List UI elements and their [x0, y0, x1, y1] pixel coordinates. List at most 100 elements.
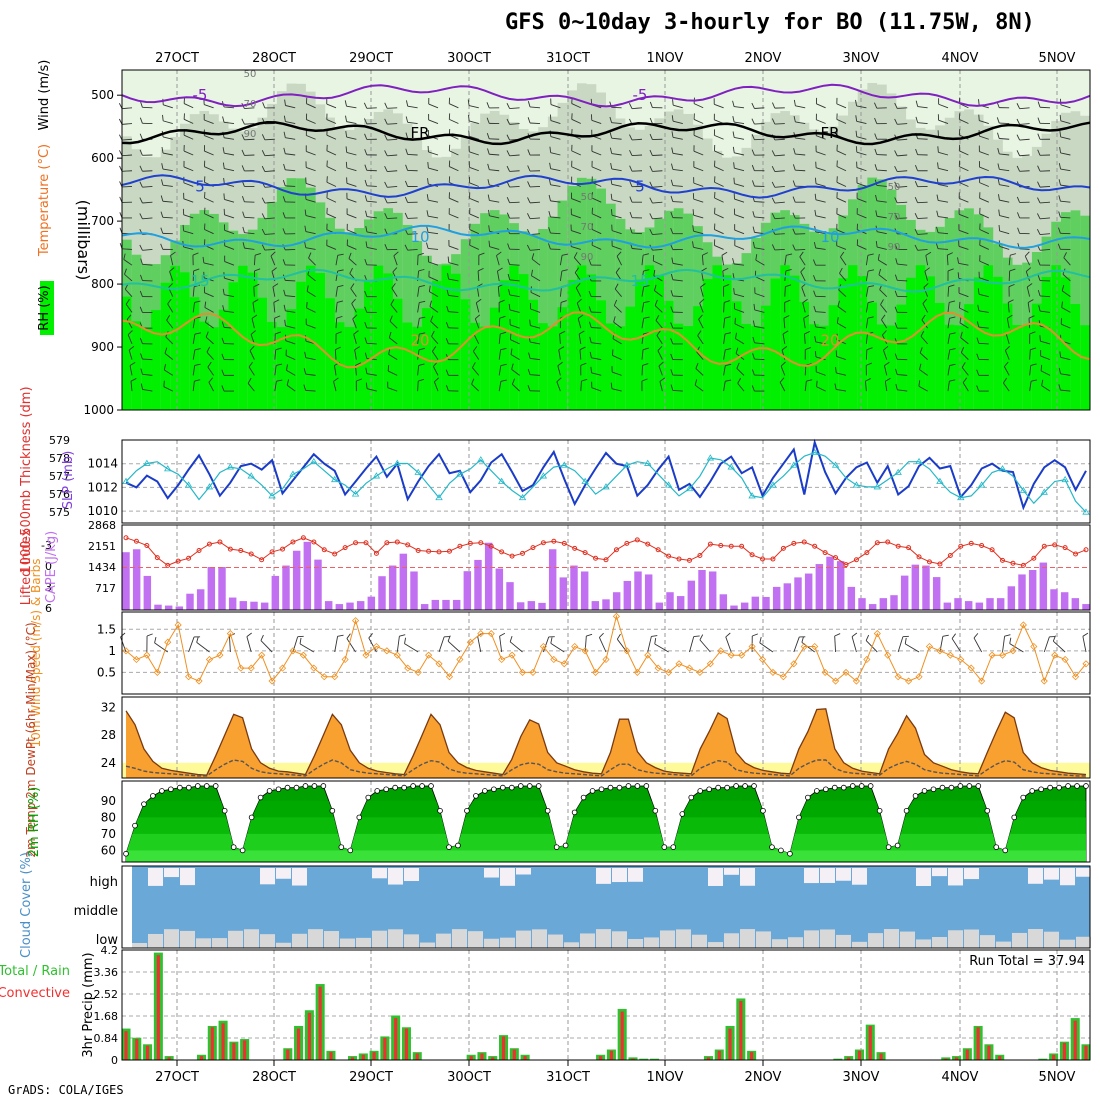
cape-bar	[741, 603, 748, 610]
rh-shade-bright	[771, 279, 781, 410]
rh2m-marker	[482, 789, 487, 794]
cape-bar	[368, 597, 375, 610]
precip-convective-bar	[599, 1056, 602, 1060]
rh2m-marker	[168, 787, 173, 792]
rh-contour-label: 50	[581, 192, 594, 203]
rh2m-marker	[743, 784, 748, 789]
cloud-high-gap	[164, 868, 179, 877]
cape-bar	[282, 566, 289, 610]
temp-contour-label: -5	[633, 86, 648, 104]
rh2m-marker	[725, 785, 730, 790]
upper-air-wind-barb	[367, 343, 377, 344]
cape-bar	[698, 570, 705, 610]
cape-ytick: 2151	[88, 540, 116, 553]
upper-air-wind-barb	[754, 359, 764, 360]
precip-convective-bar	[621, 1012, 624, 1060]
top-date-label: 27OCT	[155, 51, 199, 66]
rh2m-marker	[411, 784, 416, 789]
wind10m-barb-flag	[852, 633, 857, 637]
cloud-high-gap	[260, 868, 275, 884]
rh-shade-light	[780, 70, 790, 111]
precip-ylabel: 3hr Precip (mm)	[81, 952, 96, 1057]
rh-shade-light	[393, 70, 403, 113]
wind10m-barb	[648, 636, 652, 652]
wind10m-barb-flag	[905, 638, 906, 644]
rh-shade-light	[1032, 70, 1042, 147]
rh2m-marker	[536, 784, 541, 789]
cape-bar	[250, 602, 257, 610]
chart-title: GFS 0~10day 3-hourly for BO (11.75W, 8N)	[505, 10, 1035, 35]
wind10m-barb	[261, 641, 272, 652]
cloud-low-fill	[324, 931, 339, 948]
cape-bar	[794, 577, 801, 610]
cloud-low-fill	[372, 931, 387, 948]
rh2m-marker	[868, 784, 873, 789]
wind10m-barb	[689, 637, 693, 652]
precip-convective-bar	[308, 1013, 311, 1060]
upper-air-wind-barb-flag	[815, 351, 816, 357]
upper-air-wind-barb	[1040, 107, 1050, 108]
wind10m-barb-flag	[1083, 633, 1088, 636]
rh-shade-light	[209, 70, 219, 114]
rh2m-marker	[922, 789, 927, 794]
rh2m-ylabel: 2m RH (%)	[27, 787, 42, 858]
rh-shade-light	[722, 70, 732, 158]
precip-convective-bar	[524, 1056, 527, 1060]
rh2m-marker	[940, 785, 945, 790]
rh-shade-light	[558, 70, 568, 103]
rh-shade-bright	[480, 327, 490, 410]
upper-air-wind-barb-flag	[673, 99, 674, 105]
cape-bar	[965, 601, 972, 610]
rh-contour-label: 70	[888, 212, 901, 223]
cape-bar	[464, 571, 471, 610]
upper-air-wind-barb	[632, 155, 642, 156]
rh-shade-light	[742, 70, 752, 148]
rh-shade-light	[858, 70, 868, 89]
rh2m-marker	[814, 789, 819, 794]
cape-bar	[496, 569, 503, 610]
cape-bar	[442, 600, 449, 610]
rh-shade-bright	[151, 310, 161, 410]
rh-shade-bright	[529, 300, 539, 410]
rh-shade-light	[403, 70, 413, 124]
upper-air-wind-barb	[775, 124, 785, 125]
wind10m-barb	[229, 636, 230, 652]
cloud-high-gap	[292, 868, 307, 886]
rh-shade-bright	[906, 278, 916, 410]
rh2m-marker	[599, 787, 604, 792]
cape-bar	[1050, 589, 1057, 610]
upper-air-wind-barb-flag	[734, 178, 735, 184]
rh-shade-light	[548, 70, 558, 117]
wind10m-barb-flag	[617, 634, 620, 639]
cape-bar	[133, 549, 140, 610]
rh2m-marker	[823, 787, 828, 792]
wind10m-barb-flag	[700, 635, 703, 640]
rh2m-marker	[447, 845, 452, 850]
wind10m-barb	[397, 636, 399, 652]
temp-contour-label: 10	[410, 228, 429, 246]
rh-shade-bright	[712, 265, 722, 410]
rh-shade-bright	[984, 265, 994, 410]
rh2m-marker	[895, 843, 900, 848]
rh-side-label: RH (%)	[37, 285, 52, 330]
rh2m-marker	[752, 784, 757, 789]
precip-convective-bar	[319, 987, 322, 1060]
rh-shade-bright	[374, 266, 384, 410]
rh2m-marker	[456, 843, 461, 848]
wind10m-ytick: 1.5	[97, 622, 116, 636]
cape-bar	[240, 601, 247, 610]
cloud-high-gap	[1076, 868, 1091, 877]
cape-ytick: 717	[95, 582, 116, 595]
rh-shade-bright	[345, 327, 355, 410]
upper-air-wind-barb-flag	[224, 193, 225, 199]
wind10m-ytick: 0.5	[97, 665, 116, 679]
wind10m-barb-flag	[586, 634, 592, 636]
wind10m-barb-flag	[835, 634, 840, 636]
rh-shade-bright	[548, 326, 558, 410]
rh2m-marker	[796, 815, 801, 820]
cloud-high-gap	[388, 868, 403, 885]
cloud-low-fill	[500, 938, 515, 948]
upper-air-ylabel: (millibars)	[74, 200, 93, 281]
upper-air-ytick: 800	[91, 277, 114, 291]
rh2m-marker	[662, 845, 667, 850]
